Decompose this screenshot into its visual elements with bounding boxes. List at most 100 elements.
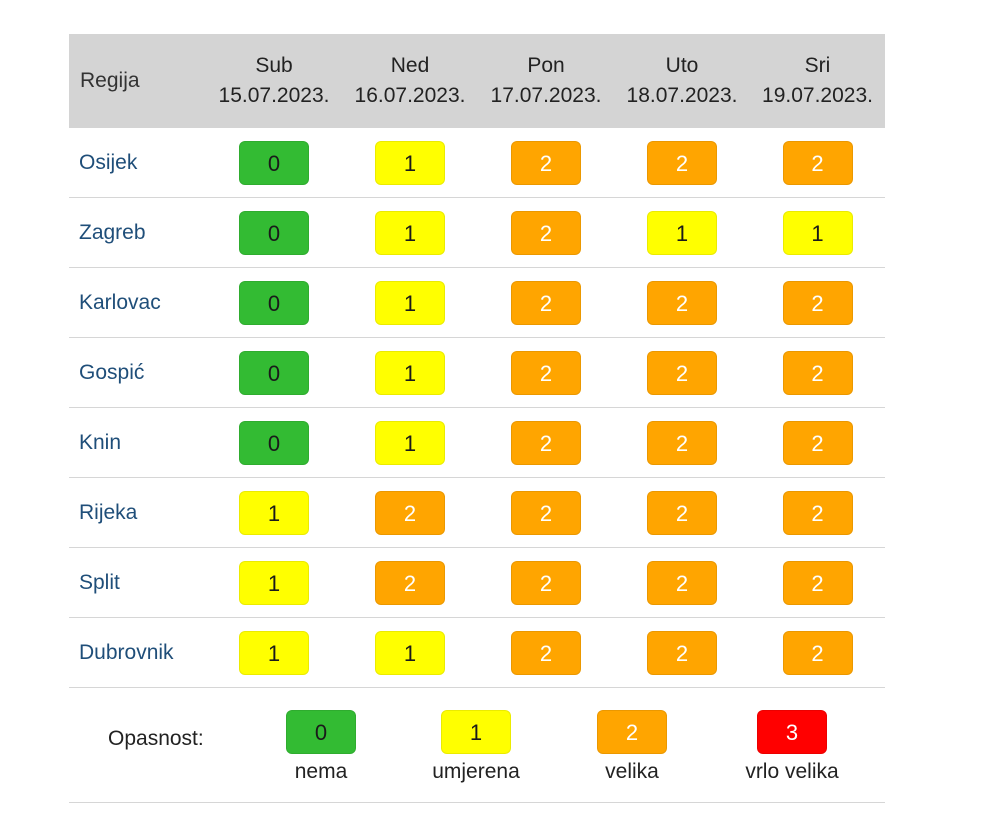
day-date: 17.07.2023. (490, 84, 602, 107)
legend-item-vrlo-velika: 3 vrlo velika (722, 710, 862, 784)
legend-text: umjerena (432, 760, 520, 783)
day-header: Sri 19.07.2023. (750, 34, 885, 128)
warning-widget: Regija Sub 15.07.2023. Ned 16.07.2023. Pon… (69, 34, 885, 803)
level-badge: 2 (647, 560, 717, 605)
level-cell: 2 (750, 477, 885, 548)
region-link-split[interactable]: Split (69, 547, 206, 618)
level-badge: 2 (511, 140, 581, 185)
day-name: Sri (804, 54, 831, 77)
level-badge: 2 (647, 350, 717, 395)
level-cell: 2 (750, 128, 885, 198)
legend-badge: 1 (441, 710, 511, 754)
legend-badge: 0 (286, 710, 356, 754)
level-cell: 2 (750, 617, 885, 688)
legend-item-umjerena: 1 umjerena (406, 710, 546, 784)
region-link-knin[interactable]: Knin (69, 407, 206, 478)
level-cell: 2 (614, 337, 750, 408)
level-badge: 2 (511, 350, 581, 395)
level-badge: 1 (239, 630, 309, 675)
table-row: Split 1 2 2 2 2 (69, 547, 885, 618)
level-cell: 1 (206, 617, 342, 688)
table-row: Knin 0 1 2 2 2 (69, 407, 885, 478)
level-badge: 2 (511, 420, 581, 465)
level-badge: 2 (782, 280, 853, 325)
day-name: Ned (390, 54, 430, 77)
level-badge: 2 (511, 490, 581, 535)
level-badge: 2 (375, 560, 445, 605)
level-cell: 0 (206, 407, 342, 478)
region-link-osijek[interactable]: Osijek (69, 128, 206, 198)
table-row: Osijek 0 1 2 2 2 (69, 128, 885, 198)
level-cell: 0 (206, 128, 342, 198)
level-badge: 2 (511, 280, 581, 325)
warning-table: Regija Sub 15.07.2023. Ned 16.07.2023. Pon… (69, 34, 885, 688)
level-cell: 1 (342, 128, 478, 198)
level-cell: 2 (342, 477, 478, 548)
day-name: Uto (665, 54, 699, 77)
day-date: 18.07.2023. (626, 84, 738, 107)
level-cell: 2 (614, 128, 750, 198)
level-cell: 2 (478, 197, 614, 268)
level-cell: 1 (342, 197, 478, 268)
region-link-zagreb[interactable]: Zagreb (69, 197, 206, 268)
level-badge: 0 (239, 420, 309, 465)
day-name: Pon (527, 54, 565, 77)
level-cell: 1 (750, 197, 885, 268)
level-cell: 2 (478, 407, 614, 478)
table-row: Zagreb 0 1 2 1 1 (69, 197, 885, 268)
day-header: Pon 17.07.2023. (478, 34, 614, 128)
level-badge: 2 (511, 210, 581, 255)
level-cell: 0 (206, 197, 342, 268)
day-header: Sub 15.07.2023. (206, 34, 342, 128)
level-badge: 2 (647, 420, 717, 465)
level-badge: 2 (782, 560, 853, 605)
level-cell: 2 (614, 547, 750, 618)
level-badge: 1 (375, 630, 445, 675)
legend-label: Opasnost: (108, 727, 204, 750)
region-link-dubrovnik[interactable]: Dubrovnik (69, 617, 206, 688)
day-header: Uto 18.07.2023. (614, 34, 750, 128)
table-header-row: Regija Sub 15.07.2023. Ned 16.07.2023. Pon… (69, 34, 885, 128)
region-link-karlovac[interactable]: Karlovac (69, 267, 206, 338)
level-cell: 2 (614, 407, 750, 478)
legend-badge: 3 (757, 710, 827, 754)
legend-badge: 2 (597, 710, 667, 754)
level-badge: 2 (647, 630, 717, 675)
level-cell: 1 (342, 267, 478, 338)
day-date: 15.07.2023. (218, 84, 330, 107)
level-cell: 2 (614, 617, 750, 688)
legend-text: velika (605, 760, 659, 783)
region-link-gospic[interactable]: Gospić (69, 337, 206, 408)
region-column-header: Regija (69, 34, 206, 128)
level-badge: 2 (511, 630, 581, 675)
level-cell: 2 (478, 128, 614, 198)
table-row: Dubrovnik 1 1 2 2 2 (69, 617, 885, 688)
day-header: Ned 16.07.2023. (342, 34, 478, 128)
danger-legend: Opasnost: 0 nema 1 umjerena 2 velika 3 v… (69, 688, 885, 803)
level-badge: 1 (375, 350, 445, 395)
level-badge: 2 (647, 280, 717, 325)
legend-text: vrlo velika (745, 760, 839, 783)
level-badge: 2 (782, 420, 853, 465)
level-cell: 0 (206, 267, 342, 338)
table-row: Rijeka 1 2 2 2 2 (69, 477, 885, 548)
level-badge: 0 (239, 280, 309, 325)
level-cell: 2 (750, 337, 885, 408)
region-link-rijeka[interactable]: Rijeka (69, 477, 206, 548)
level-badge: 1 (375, 420, 445, 465)
level-badge: 2 (647, 140, 717, 185)
level-cell: 0 (206, 337, 342, 408)
level-cell: 2 (614, 267, 750, 338)
level-cell: 1 (206, 547, 342, 618)
table-row: Gospić 0 1 2 2 2 (69, 337, 885, 408)
level-cell: 1 (342, 407, 478, 478)
table-row: Karlovac 0 1 2 2 2 (69, 267, 885, 338)
level-badge: 2 (782, 140, 853, 185)
level-badge: 2 (782, 630, 853, 675)
level-cell: 2 (750, 267, 885, 338)
level-cell: 1 (206, 477, 342, 548)
level-badge: 2 (375, 490, 445, 535)
level-cell: 2 (478, 267, 614, 338)
level-cell: 1 (342, 617, 478, 688)
level-cell: 2 (478, 547, 614, 618)
